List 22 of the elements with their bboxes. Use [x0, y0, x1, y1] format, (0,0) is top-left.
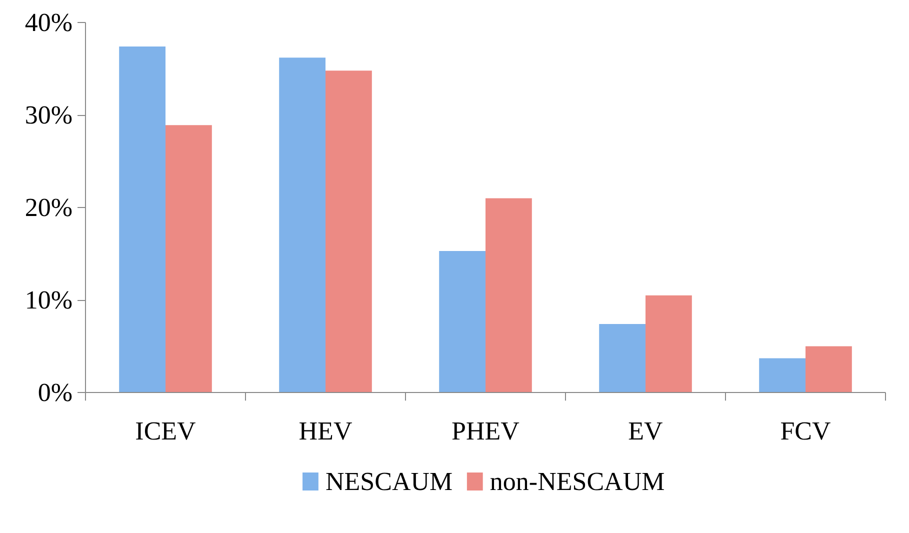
y-tick-label: 10%: [24, 286, 73, 314]
y-tick-label: 40%: [24, 8, 73, 37]
x-tick-label: PHEV: [452, 416, 520, 446]
x-tick-label: ICEV: [135, 416, 196, 446]
legend-label: non-NESCAUM: [490, 467, 665, 496]
bar: [326, 70, 372, 392]
bar: [486, 198, 532, 392]
y-tick-label: 30%: [24, 100, 73, 130]
x-tick-label: FCV: [780, 416, 832, 446]
bar: [439, 250, 486, 392]
bar: [279, 58, 326, 392]
bar: [646, 295, 692, 392]
bar: [806, 346, 852, 392]
y-tick-label: 0%: [38, 378, 73, 407]
y-tick-label: 20%: [24, 193, 73, 222]
bar: [119, 46, 166, 392]
x-tick-label: HEV: [298, 416, 352, 446]
bar: [166, 125, 212, 392]
bar: [759, 358, 806, 392]
legend-label: NESCAUM: [326, 467, 453, 496]
x-tick-label: EV: [628, 416, 664, 446]
bar: [599, 324, 646, 392]
